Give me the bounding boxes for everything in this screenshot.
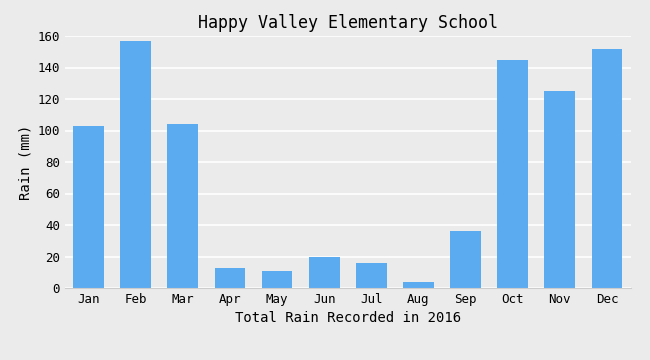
Bar xyxy=(592,49,622,288)
Bar xyxy=(73,126,104,288)
Bar xyxy=(403,282,434,288)
Bar xyxy=(120,41,151,288)
Bar xyxy=(545,91,575,288)
Bar xyxy=(309,256,339,288)
Bar xyxy=(450,231,481,288)
Bar xyxy=(214,267,245,288)
X-axis label: Total Rain Recorded in 2016: Total Rain Recorded in 2016 xyxy=(235,311,461,325)
Title: Happy Valley Elementary School: Happy Valley Elementary School xyxy=(198,14,498,32)
Bar xyxy=(356,263,387,288)
Bar xyxy=(168,124,198,288)
Bar xyxy=(497,60,528,288)
Bar xyxy=(262,271,292,288)
Y-axis label: Rain (mm): Rain (mm) xyxy=(18,124,32,200)
